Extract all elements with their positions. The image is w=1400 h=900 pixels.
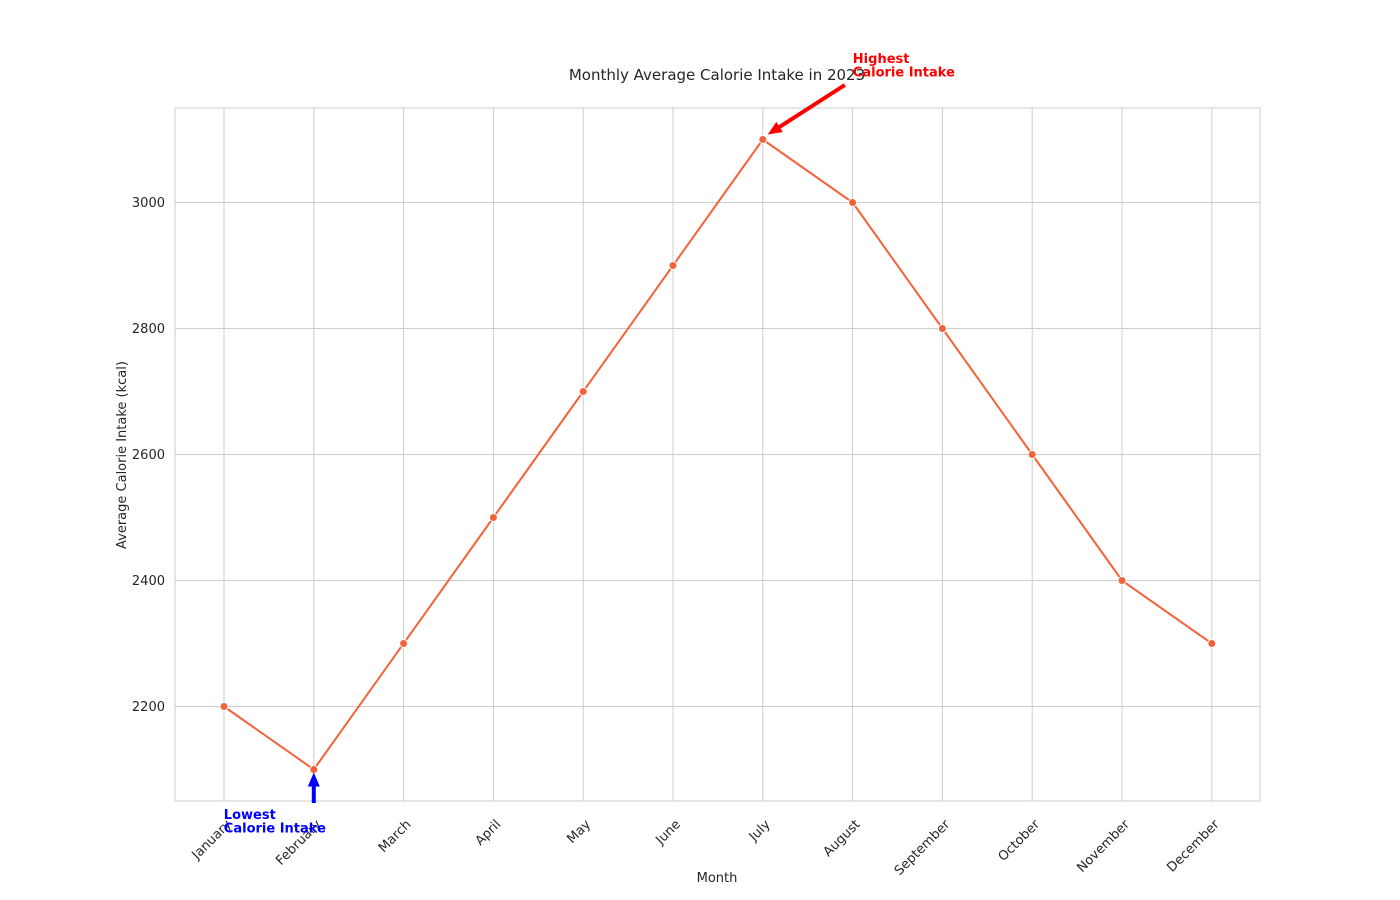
x-axis-label: Month [697,871,738,886]
data-point [578,387,588,396]
data-point [937,324,947,333]
x-tick-label: October [996,817,1044,865]
data-point [758,135,768,144]
y-tick-label: 2600 [132,448,165,463]
chart-title: Monthly Average Calorie Intake in 2023 [569,66,865,84]
data-point [1027,450,1037,459]
x-tick-label: May [564,817,594,847]
annotation-text: Lowest [224,808,276,823]
data-point [848,198,858,207]
annotation-text: Calorie Intake [224,822,326,837]
data-point [1117,576,1127,585]
x-tick-label: August [821,817,864,860]
y-tick-label: 2800 [132,322,165,337]
data-point [219,702,229,711]
x-tick-label: April [473,817,505,849]
data-point [1207,639,1217,648]
x-tick-label: July [746,817,774,845]
x-tick-label: March [376,817,415,856]
data-point [488,513,498,522]
arrow-shaft [778,83,846,129]
arrow-head [307,772,320,787]
annotation-arrow [307,772,320,803]
data-point [309,765,319,774]
y-tick-label: 2400 [132,574,165,589]
plot-frame [174,107,1261,802]
arrow-head [767,121,783,135]
x-tick-label: September [892,817,954,879]
series-line [223,138,1213,771]
x-tick-label: December [1164,817,1223,876]
tick-layer: January February March April May June July Augu… [132,196,1223,879]
annotation-text: Highest [853,52,910,67]
series-layer [219,135,1217,774]
annotation-text: Calorie Intake [853,66,955,81]
data-point [668,261,678,270]
x-tick-label: June [652,817,683,848]
annotation-arrow [767,83,846,135]
y-tick-label: 2200 [132,700,165,715]
data-point [399,639,409,648]
y-tick-label: 3000 [132,196,165,211]
x-tick-label: November [1074,817,1133,876]
grid-layer [175,108,1260,801]
y-axis-label: Average Calorie Intake (kcal) [115,361,130,549]
